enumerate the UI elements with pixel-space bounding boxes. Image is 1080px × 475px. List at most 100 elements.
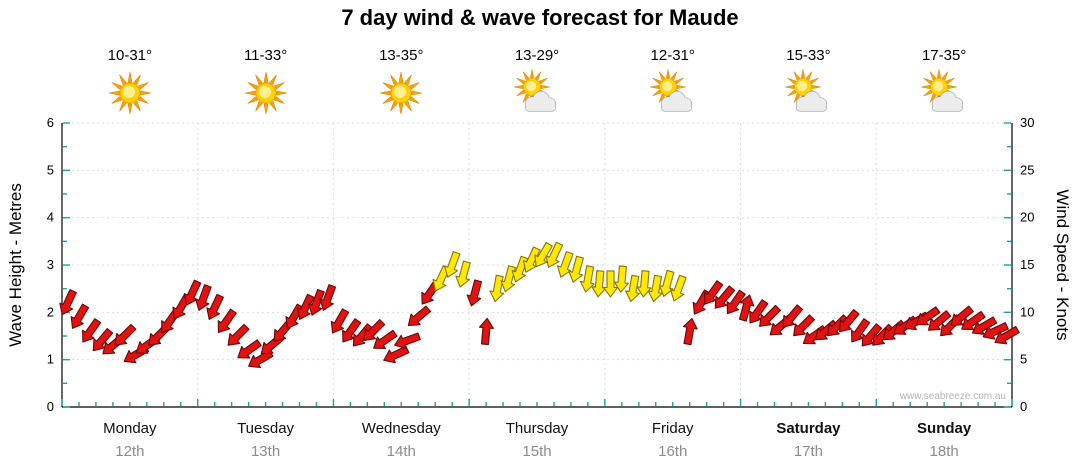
day-name: Saturday [776,420,841,437]
sun-icon [380,71,423,115]
wind-arrow [994,325,1020,345]
left-tick-label: 4 [47,210,54,225]
right-tick-label: 5 [1020,352,1027,367]
wind-arrow [738,294,755,322]
wind-arrow [407,305,432,327]
day-weather-icon [103,66,157,125]
wind-arrow [759,304,782,327]
day-date: 16th [658,443,688,460]
wind-arrow [227,323,250,346]
day-date: 15th [522,443,552,460]
wind-arrow [308,288,325,316]
cloud-icon [932,91,964,112]
wind-arrow [443,251,461,278]
right-tick-label: 30 [1020,115,1034,130]
day-name: Sunday [917,420,972,437]
wind-arrow [982,322,1009,340]
wind-arrow [568,255,584,283]
day-date: 17th [793,443,824,460]
sun-cloud-icon [921,69,964,112]
wind-arrow [195,284,212,311]
wind-arrow [782,304,804,328]
cloud-icon [660,91,692,112]
wind-arrow [455,260,471,288]
day-temp-range: 13-35° [379,47,424,64]
wind-arrow [545,241,564,268]
wind-arrow [613,265,630,293]
wind-arrow [373,329,398,349]
wind-arrow [971,316,998,335]
sun-cloud-icon [514,69,556,112]
wind-arrow [70,303,90,329]
day-name: Thursday [505,420,569,437]
wind-arrow [478,317,494,346]
wind-arrow [489,274,505,303]
wind-arrow [363,319,386,342]
sun-icon [244,71,287,115]
wind-arrow [961,310,986,331]
wind-arrow [839,309,860,333]
day-temp-range: 10-31° [107,47,153,64]
day-weather-icon [510,66,564,125]
wind-arrow [793,314,816,337]
sun-cloud-icon [785,69,828,112]
wind-arrow [726,289,746,315]
day-name: Wednesday [361,420,441,437]
day-date: 14th [386,443,416,460]
day-weather-icon [374,66,428,125]
wind-arrow [59,289,77,316]
left-tick-label: 1 [47,352,54,367]
day-date: 12th [115,443,145,460]
sun-cloud-icon [649,69,692,112]
wind-arrow [319,284,337,311]
wind-arrow [647,274,663,303]
day-temp-range: 15-33° [786,47,831,64]
right-tick-label: 0 [1020,399,1027,414]
watermark: www.seabreeze.com.au [899,391,1006,402]
wind-arrow [714,285,736,309]
day-temp-range: 12-31° [650,47,695,64]
cloud-icon [525,91,556,112]
day-name: Friday [651,420,694,437]
wind-arrow-series [59,241,1020,369]
left-tick-label: 3 [47,257,54,272]
day-date: 18th [929,443,959,460]
day-weather-icon [646,66,700,125]
wind-arrow [916,306,941,326]
wind-arrow [296,293,315,320]
wind-arrow [466,279,483,307]
axes [61,123,1013,408]
wind-arrow [352,323,374,347]
wind-arrow [602,270,619,298]
wind-arrow [872,323,895,346]
day-weather-icon [917,66,971,125]
sun-icon [108,71,151,115]
wind-arrow [927,310,952,331]
cloud-icon [796,91,828,112]
wind-arrow [82,318,102,343]
wind-arrow [625,274,640,303]
day-temp-range: 11-33° [243,47,288,64]
day-temp-range: 17-35° [921,47,967,64]
left-tick-label: 6 [47,115,54,130]
right-tick-label: 20 [1020,210,1034,225]
wind-arrow [383,345,410,364]
day-name: Tuesday [237,420,295,437]
wind-arrow [394,332,421,350]
wind-arrow [114,323,137,346]
day-date: 13th [250,443,281,460]
wind-arrow [579,265,595,293]
day-weather-icon [239,66,293,125]
wind-arrow [237,339,262,359]
chart-title: 7 day wind & wave forecast for Maude [341,5,739,30]
wind-arrow [950,305,974,327]
wind-arrow [206,293,224,320]
right-tick-label: 15 [1020,257,1034,272]
day-weather-icon [781,66,835,125]
left-tick-label: 2 [47,304,54,319]
left-tick-label: 0 [47,399,54,414]
tick-marks [61,122,1013,408]
right-tick-label: 10 [1020,304,1034,319]
